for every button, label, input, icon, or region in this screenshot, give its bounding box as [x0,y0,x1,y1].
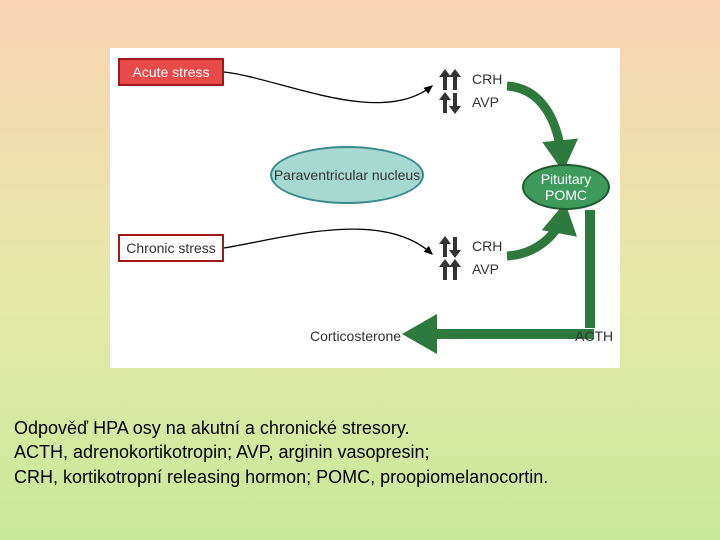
hpa-diagram: Acute stress Chronic stress Paraventricu… [110,48,620,368]
indicator-crh-chronic [440,237,466,259]
slide-caption: Odpověď HPA osy na akutní a chronické st… [14,416,704,489]
label-avp-chronic: AVP [472,261,499,277]
node-label-line2: POMC [545,187,587,203]
label-crh-acute: CRH [472,71,502,87]
node-label: Paraventricular nucleus [274,167,420,183]
node-label: Acute stress [132,64,209,80]
caption-line: ACTH, adrenokortikotropin; AVP, arginin … [14,440,704,464]
label-crh-chronic: CRH [472,238,502,254]
node-acute-stress: Acute stress [118,58,224,86]
label-avp-acute: AVP [472,94,499,110]
caption-line: Odpověď HPA osy na akutní a chronické st… [14,416,704,440]
node-label-line1: Pituitary [541,171,592,187]
node-paraventricular-nucleus: Paraventricular nucleus [270,146,424,204]
flow-arrows [110,48,620,368]
label-corticosterone: Corticosterone [310,328,401,344]
indicator-crh-acute [440,70,466,92]
node-pituitary-pomc: Pituitary POMC [522,164,610,210]
caption-line: CRH, kortikotropní releasing hormon; POM… [14,465,704,489]
node-label: Chronic stress [126,240,215,256]
node-chronic-stress: Chronic stress [118,234,224,262]
indicator-avp-acute [440,93,466,115]
label-acth: ACTH [575,328,613,344]
indicator-avp-chronic [440,260,466,282]
